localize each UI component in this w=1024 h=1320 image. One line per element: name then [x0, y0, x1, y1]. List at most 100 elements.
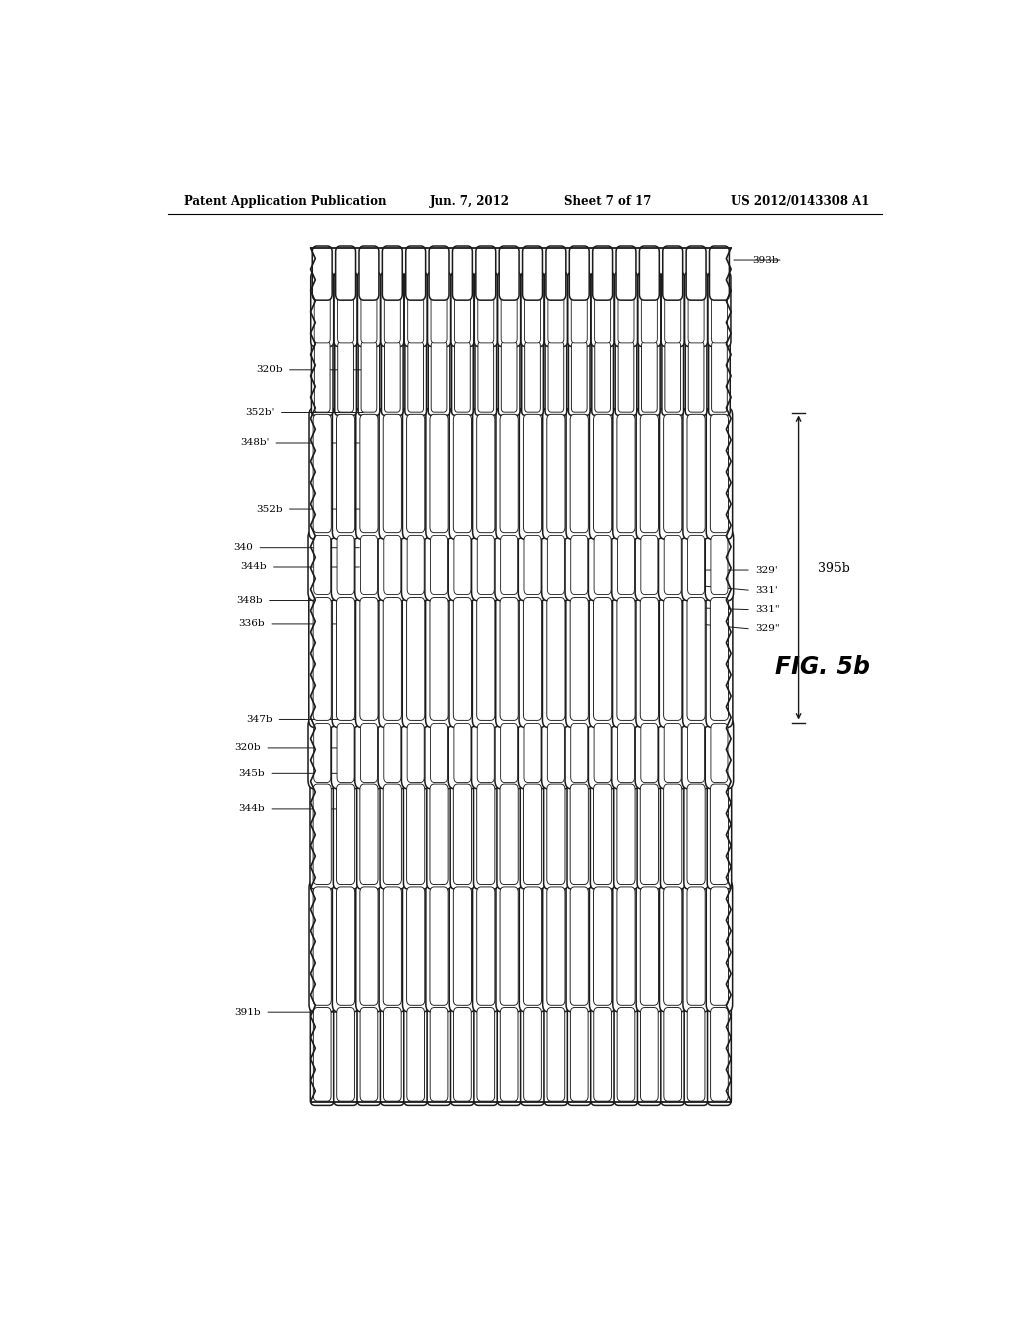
FancyBboxPatch shape	[635, 717, 664, 789]
FancyBboxPatch shape	[313, 887, 332, 1006]
FancyBboxPatch shape	[501, 536, 518, 594]
FancyBboxPatch shape	[402, 408, 429, 540]
FancyBboxPatch shape	[594, 723, 611, 783]
FancyBboxPatch shape	[567, 272, 591, 346]
FancyBboxPatch shape	[684, 779, 709, 890]
FancyBboxPatch shape	[635, 529, 664, 601]
FancyBboxPatch shape	[472, 717, 500, 789]
FancyBboxPatch shape	[477, 723, 495, 783]
FancyBboxPatch shape	[408, 342, 424, 412]
FancyBboxPatch shape	[426, 880, 453, 1012]
FancyBboxPatch shape	[616, 598, 635, 721]
FancyBboxPatch shape	[359, 887, 378, 1006]
FancyBboxPatch shape	[567, 779, 592, 890]
FancyBboxPatch shape	[641, 342, 657, 412]
FancyBboxPatch shape	[355, 880, 382, 1012]
FancyBboxPatch shape	[408, 536, 424, 594]
FancyBboxPatch shape	[454, 784, 471, 884]
FancyBboxPatch shape	[384, 342, 400, 412]
FancyBboxPatch shape	[611, 529, 640, 601]
FancyBboxPatch shape	[313, 598, 332, 721]
FancyBboxPatch shape	[334, 272, 357, 346]
FancyBboxPatch shape	[710, 246, 729, 300]
Text: 352b: 352b	[256, 504, 283, 513]
FancyBboxPatch shape	[449, 590, 476, 727]
FancyBboxPatch shape	[612, 590, 639, 727]
FancyBboxPatch shape	[524, 342, 541, 412]
FancyBboxPatch shape	[401, 529, 430, 601]
FancyBboxPatch shape	[359, 784, 378, 884]
FancyBboxPatch shape	[379, 880, 406, 1012]
FancyBboxPatch shape	[378, 529, 407, 601]
FancyBboxPatch shape	[473, 779, 498, 890]
FancyBboxPatch shape	[682, 529, 711, 601]
FancyBboxPatch shape	[664, 414, 682, 533]
Text: 329": 329"	[755, 624, 779, 634]
FancyBboxPatch shape	[687, 723, 705, 783]
FancyBboxPatch shape	[706, 717, 733, 789]
FancyBboxPatch shape	[524, 293, 541, 343]
FancyBboxPatch shape	[638, 272, 660, 346]
FancyBboxPatch shape	[570, 598, 589, 721]
FancyBboxPatch shape	[593, 246, 612, 300]
FancyBboxPatch shape	[497, 779, 521, 890]
FancyBboxPatch shape	[524, 536, 541, 594]
FancyBboxPatch shape	[408, 293, 424, 343]
Text: 348b': 348b'	[240, 438, 269, 447]
FancyBboxPatch shape	[382, 338, 403, 416]
FancyBboxPatch shape	[431, 293, 447, 343]
FancyBboxPatch shape	[313, 536, 331, 594]
FancyBboxPatch shape	[382, 246, 402, 300]
FancyBboxPatch shape	[379, 408, 406, 540]
FancyBboxPatch shape	[617, 723, 635, 783]
FancyBboxPatch shape	[548, 342, 564, 412]
FancyBboxPatch shape	[335, 338, 356, 416]
FancyBboxPatch shape	[664, 887, 682, 1006]
FancyBboxPatch shape	[686, 246, 706, 300]
FancyBboxPatch shape	[477, 414, 495, 533]
FancyBboxPatch shape	[706, 590, 733, 727]
FancyBboxPatch shape	[659, 408, 686, 540]
FancyBboxPatch shape	[356, 779, 381, 890]
FancyBboxPatch shape	[594, 414, 611, 533]
FancyBboxPatch shape	[498, 272, 520, 346]
FancyBboxPatch shape	[711, 1007, 728, 1101]
FancyBboxPatch shape	[428, 272, 451, 346]
FancyBboxPatch shape	[638, 1003, 662, 1105]
FancyBboxPatch shape	[614, 1003, 638, 1105]
FancyBboxPatch shape	[590, 408, 615, 540]
FancyBboxPatch shape	[309, 408, 336, 540]
FancyBboxPatch shape	[501, 723, 518, 783]
FancyBboxPatch shape	[711, 784, 728, 884]
FancyBboxPatch shape	[659, 590, 686, 727]
FancyBboxPatch shape	[665, 293, 681, 343]
FancyBboxPatch shape	[314, 342, 330, 412]
FancyBboxPatch shape	[523, 1007, 542, 1101]
FancyBboxPatch shape	[687, 784, 706, 884]
FancyBboxPatch shape	[358, 338, 380, 416]
FancyBboxPatch shape	[338, 342, 353, 412]
FancyBboxPatch shape	[522, 246, 543, 300]
FancyBboxPatch shape	[544, 779, 568, 890]
FancyBboxPatch shape	[430, 723, 447, 783]
FancyBboxPatch shape	[617, 1007, 635, 1101]
FancyBboxPatch shape	[430, 598, 449, 721]
FancyBboxPatch shape	[618, 293, 634, 343]
FancyBboxPatch shape	[614, 272, 638, 346]
Text: Jun. 7, 2012: Jun. 7, 2012	[430, 194, 510, 207]
FancyBboxPatch shape	[337, 784, 354, 884]
FancyBboxPatch shape	[711, 887, 728, 1006]
FancyBboxPatch shape	[711, 414, 728, 533]
FancyBboxPatch shape	[499, 338, 520, 416]
FancyBboxPatch shape	[429, 246, 449, 300]
FancyBboxPatch shape	[569, 246, 589, 300]
FancyBboxPatch shape	[520, 1003, 545, 1105]
FancyBboxPatch shape	[500, 784, 518, 884]
FancyBboxPatch shape	[640, 598, 658, 721]
FancyBboxPatch shape	[404, 338, 426, 416]
FancyBboxPatch shape	[524, 723, 541, 783]
Text: 395b: 395b	[818, 561, 850, 574]
FancyBboxPatch shape	[337, 887, 354, 1006]
FancyBboxPatch shape	[639, 338, 660, 416]
FancyBboxPatch shape	[477, 887, 495, 1006]
